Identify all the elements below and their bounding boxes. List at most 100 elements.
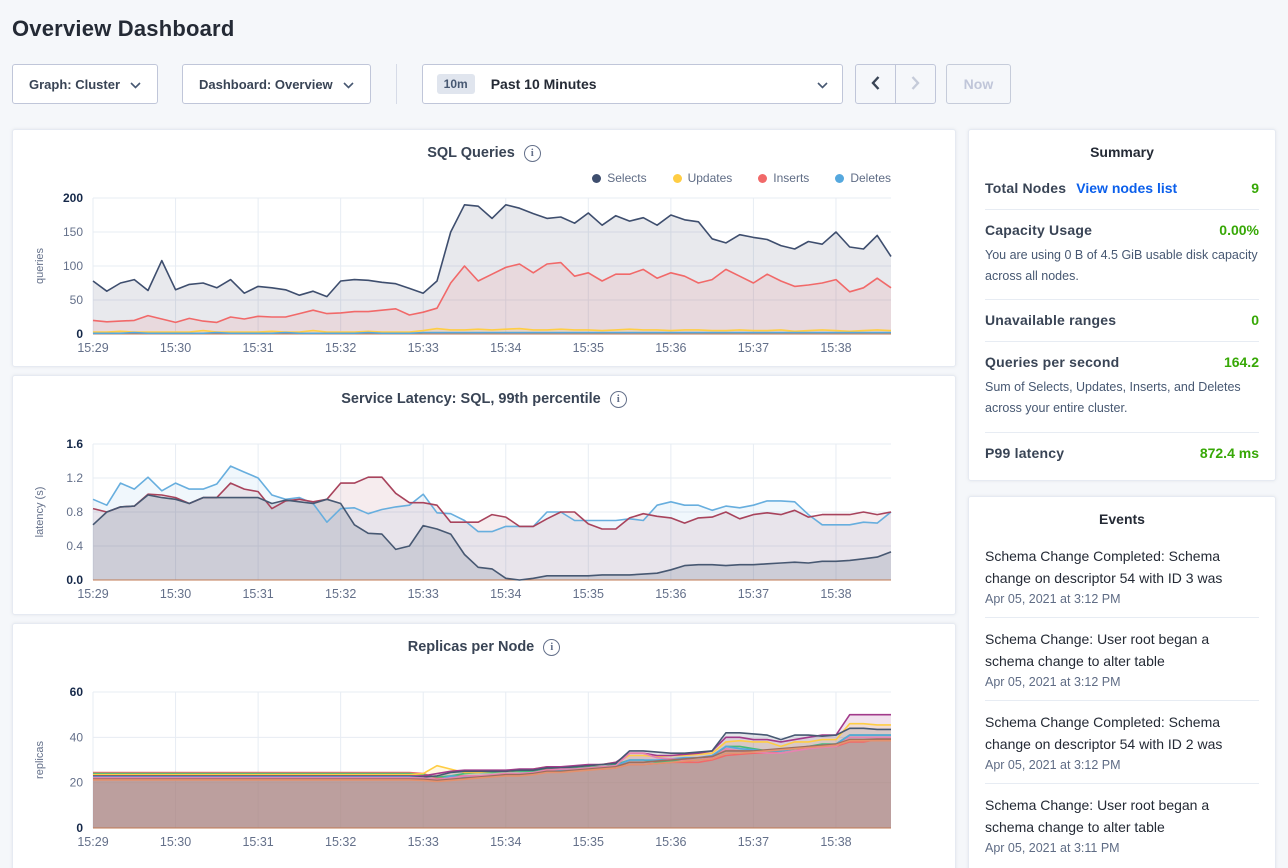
chevron-down-icon [343, 77, 354, 92]
events-title: Events [1099, 510, 1145, 527]
summary-label: Capacity Usage [985, 222, 1093, 238]
svg-text:1.2: 1.2 [66, 471, 83, 485]
svg-text:15:34: 15:34 [490, 835, 521, 849]
replicas-per-node-chart[interactable]: 15:29 15:30 15:31 15:32 15:33 15:34 15:35 15:36… [29, 682, 939, 854]
summary-label: P99 latency [985, 444, 1065, 461]
event-message: Schema Change: User root began a schema … [985, 797, 1210, 836]
event-message: Schema Change Completed: Schema change o… [985, 547, 1223, 586]
summary-value: 872.4 ms [1199, 444, 1259, 461]
legend-item-inserts[interactable]: Inserts [758, 171, 809, 185]
svg-text:15:33: 15:33 [408, 341, 439, 355]
time-range-picker[interactable]: 10m Past 10 Minutes [421, 64, 843, 104]
svg-text:15:29: 15:29 [77, 587, 108, 601]
chevron-right-icon [911, 75, 920, 93]
summary-value: 0 [1251, 312, 1259, 329]
svg-text:15:31: 15:31 [242, 835, 273, 849]
event-timestamp: Apr 05, 2021 at 3:12 PM [985, 758, 1121, 773]
chart-title: Replicas per Node [407, 639, 535, 655]
event-timestamp: Apr 05, 2021 at 3:12 PM [985, 591, 1121, 606]
summary-panel: Summary Total Nodes View nodes list 9 Ca… [968, 129, 1276, 481]
summary-title: Summary [1090, 144, 1154, 160]
svg-text:15:32: 15:32 [325, 341, 356, 355]
svg-text:50: 50 [70, 293, 84, 307]
svg-text:15:37: 15:37 [738, 587, 769, 601]
svg-text:15:29: 15:29 [77, 835, 108, 849]
svg-text:0: 0 [76, 821, 83, 835]
event-item[interactable]: Schema Change Completed: Schema change o… [985, 535, 1259, 618]
now-button[interactable]: Now [945, 64, 1012, 104]
view-nodes-list-link[interactable]: View nodes list [1076, 180, 1178, 196]
chart-legend [29, 414, 939, 434]
sql-queries-chart[interactable]: 15:29 15:30 15:31 15:32 15:33 15:34 15:35 15:36… [29, 188, 939, 360]
summary-description: You are using 0 B of 4.5 GiB usable disk… [985, 248, 1258, 283]
svg-text:0.4: 0.4 [66, 539, 83, 553]
svg-text:15:37: 15:37 [738, 341, 769, 355]
summary-description: Sum of Selects, Updates, Inserts, and De… [985, 380, 1241, 415]
info-icon[interactable]: i [543, 638, 561, 656]
svg-text:15:36: 15:36 [655, 835, 686, 849]
svg-text:1.6: 1.6 [66, 437, 83, 451]
svg-text:15:36: 15:36 [655, 587, 686, 601]
svg-text:15:38: 15:38 [820, 835, 851, 849]
svg-text:200: 200 [63, 191, 83, 205]
toolbar-divider [395, 64, 397, 104]
legend-item-selects[interactable]: Selects [592, 171, 647, 185]
summary-value: 164.2 [1223, 354, 1259, 371]
svg-text:0: 0 [76, 327, 83, 341]
legend-dot [672, 173, 682, 183]
chevron-down-icon [130, 77, 141, 92]
event-item[interactable]: Schema Change Completed: Schema change o… [985, 701, 1259, 785]
chart-title: Service Latency: SQL, 99th percentile [341, 391, 601, 407]
legend-item-updates[interactable]: Updates [672, 171, 732, 185]
legend-dot [835, 173, 845, 183]
chevron-left-icon [871, 75, 880, 93]
svg-text:20: 20 [70, 776, 84, 790]
svg-text:100: 100 [63, 259, 83, 273]
chart-legend [29, 662, 939, 682]
svg-text:15:38: 15:38 [820, 587, 851, 601]
svg-text:latency (s): latency (s) [34, 487, 46, 538]
chevron-down-icon [817, 77, 828, 92]
svg-text:15:34: 15:34 [490, 341, 521, 355]
legend-item-deletes[interactable]: Deletes [835, 171, 891, 185]
graph-dropdown[interactable]: Graph: Cluster [12, 64, 159, 104]
time-nav-group [854, 64, 936, 104]
svg-text:15:32: 15:32 [325, 835, 356, 849]
event-item[interactable]: Schema Change: User root began a schema … [985, 618, 1259, 701]
svg-text:15:35: 15:35 [573, 587, 604, 601]
svg-text:0.8: 0.8 [66, 505, 83, 519]
svg-text:15:30: 15:30 [160, 587, 191, 601]
svg-text:15:31: 15:31 [242, 587, 273, 601]
sidebar: Summary Total Nodes View nodes list 9 Ca… [968, 129, 1276, 868]
graph-dropdown-label: Graph: Cluster [29, 76, 121, 92]
svg-text:0.0: 0.0 [66, 573, 83, 587]
summary-row-unavailable-ranges: Unavailable ranges 0 [985, 300, 1259, 343]
chart-card-service-latency: Service Latency: SQL, 99th percentile i … [12, 375, 956, 615]
summary-label: Queries per second [985, 354, 1120, 371]
legend-dot [592, 173, 602, 183]
info-icon[interactable]: i [523, 144, 541, 162]
dashboard-dropdown-label: Dashboard: Overview [199, 76, 333, 92]
time-next-button[interactable] [894, 64, 936, 104]
legend-dot [758, 173, 768, 183]
svg-text:replicas: replicas [34, 741, 46, 779]
dashboard-dropdown[interactable]: Dashboard: Overview [182, 64, 371, 104]
svg-text:15:33: 15:33 [408, 835, 439, 849]
summary-row-total-nodes: Total Nodes View nodes list 9 [985, 168, 1259, 210]
svg-text:15:35: 15:35 [573, 341, 604, 355]
page-title: Overview Dashboard [12, 16, 235, 41]
svg-text:15:37: 15:37 [738, 835, 769, 849]
svg-text:15:29: 15:29 [77, 341, 108, 355]
info-icon[interactable]: i [609, 390, 627, 408]
events-panel: Events Schema Change Completed: Schema c… [968, 495, 1276, 868]
summary-label: Unavailable ranges [985, 312, 1117, 329]
event-item[interactable]: Schema Change: User root began a schema … [985, 784, 1259, 866]
time-prev-button[interactable] [854, 64, 896, 104]
event-message: Schema Change Completed: Schema change o… [985, 713, 1223, 753]
svg-text:60: 60 [70, 685, 84, 699]
svg-text:15:33: 15:33 [408, 587, 439, 601]
svg-text:150: 150 [63, 225, 83, 239]
chart-title: SQL Queries [427, 145, 515, 161]
service-latency-chart[interactable]: 15:29 15:30 15:31 15:32 15:33 15:34 15:35 15:36… [29, 434, 939, 606]
